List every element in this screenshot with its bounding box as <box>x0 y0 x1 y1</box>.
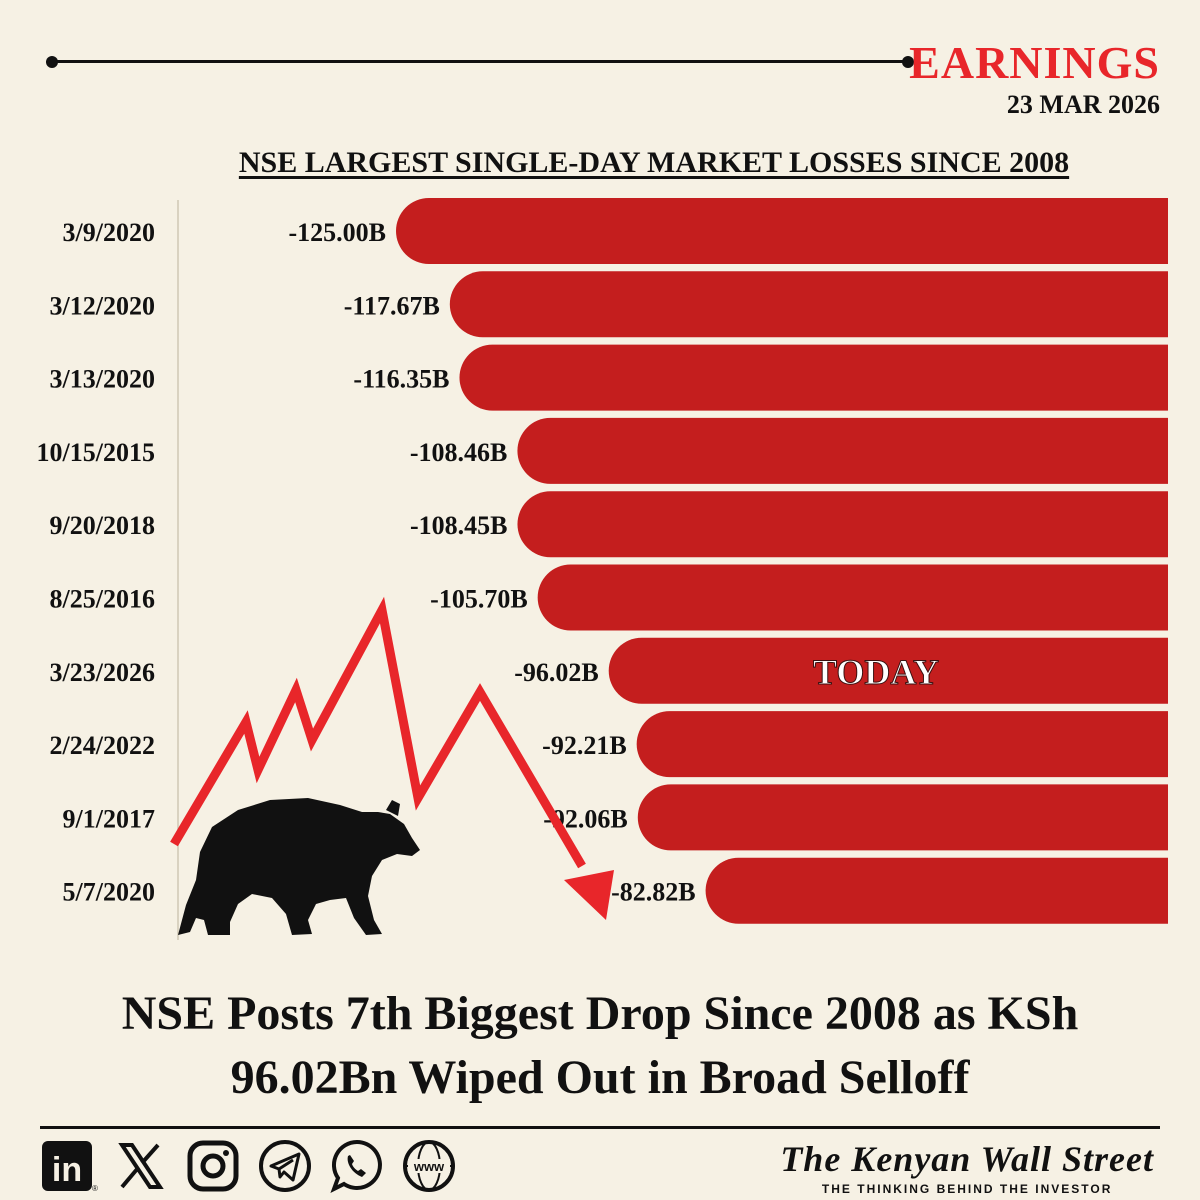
bar-chart: 3/9/2020 -125.00B 3/12/2020 -117.67B 3/13/20… <box>37 198 1168 940</box>
svg-text:in: in <box>52 1151 82 1189</box>
value-label: -96.02B <box>514 658 599 687</box>
category-label: 9/20/2018 <box>50 511 155 540</box>
instagram-icon[interactable] <box>184 1137 242 1195</box>
website-icon[interactable]: www <box>400 1137 458 1195</box>
social-icons: in ® www <box>40 1137 458 1195</box>
whatsapp-icon[interactable] <box>328 1137 386 1195</box>
bar-9/1/2017 <box>637 784 1168 851</box>
bar-5/7/2020 <box>705 857 1168 924</box>
linkedin-icon[interactable]: in ® <box>40 1137 98 1195</box>
value-label: -108.46B <box>410 438 508 467</box>
headline-line-2: 96.02Bn Wiped Out in Broad Selloff <box>230 1051 970 1104</box>
chart-title: NSE LARGEST SINGLE-DAY MARKET LOSSES SIN… <box>238 146 1070 179</box>
bar-10/15/2015 <box>517 417 1168 484</box>
value-label: -82.82B <box>611 878 696 907</box>
category-label: 9/1/2017 <box>63 804 155 833</box>
category-label: 8/25/2016 <box>50 585 155 614</box>
category-label: 5/7/2020 <box>63 878 155 907</box>
value-label: -105.70B <box>430 585 528 614</box>
bar-3/9/2020 <box>396 198 1168 264</box>
telegram-icon[interactable] <box>256 1137 314 1195</box>
date-label: 23 MAR 2026 <box>1006 90 1160 119</box>
brand-logo: The Kenyan Wall Street THE THINKING BEHI… <box>780 1138 1154 1196</box>
svg-text:www: www <box>413 1159 445 1174</box>
x-icon[interactable] <box>112 1137 170 1195</box>
brand-tagline: THE THINKING BEHIND THE INVESTOR <box>821 1182 1113 1196</box>
brand-name: The Kenyan Wall Street <box>780 1139 1154 1179</box>
bar-2/24/2022 <box>636 711 1168 778</box>
category-label: 2/24/2022 <box>50 731 155 760</box>
svg-text:®: ® <box>92 1184 98 1193</box>
value-label: -125.00B <box>289 218 387 247</box>
bar-8/25/2016 <box>537 564 1168 631</box>
value-label: -108.45B <box>410 511 508 540</box>
bar-3/12/2020 <box>449 271 1168 338</box>
category-label: 3/9/2020 <box>63 218 155 247</box>
value-label: -116.35B <box>353 365 449 394</box>
value-label: -92.21B <box>542 731 627 760</box>
category-label: 3/13/2020 <box>50 365 155 394</box>
category-label: 3/12/2020 <box>50 291 155 320</box>
headline: NSE Posts 7th Biggest Drop Since 2008 as… <box>40 982 1160 1110</box>
bar-3/23/2026 <box>608 637 1168 704</box>
bar-3/13/2020 <box>459 344 1168 411</box>
category-label: 10/15/2015 <box>37 438 155 467</box>
header-rule-dot-left <box>46 56 58 68</box>
category-label: 3/23/2026 <box>50 658 155 687</box>
bear-illustration <box>178 798 420 935</box>
value-label: -117.67B <box>344 291 440 320</box>
trend-arrow-illustration <box>170 596 586 869</box>
headline-line-1: NSE Posts 7th Biggest Drop Since 2008 as… <box>121 987 1079 1040</box>
header-rule-dot-right <box>902 56 914 68</box>
section-label: EARNINGS <box>909 37 1160 88</box>
trend-arrowhead <box>564 870 614 920</box>
bar-9/20/2018 <box>517 491 1168 558</box>
today-label: TODAY <box>813 652 939 692</box>
footer-rule <box>40 1126 1160 1129</box>
header-rule <box>52 60 908 63</box>
